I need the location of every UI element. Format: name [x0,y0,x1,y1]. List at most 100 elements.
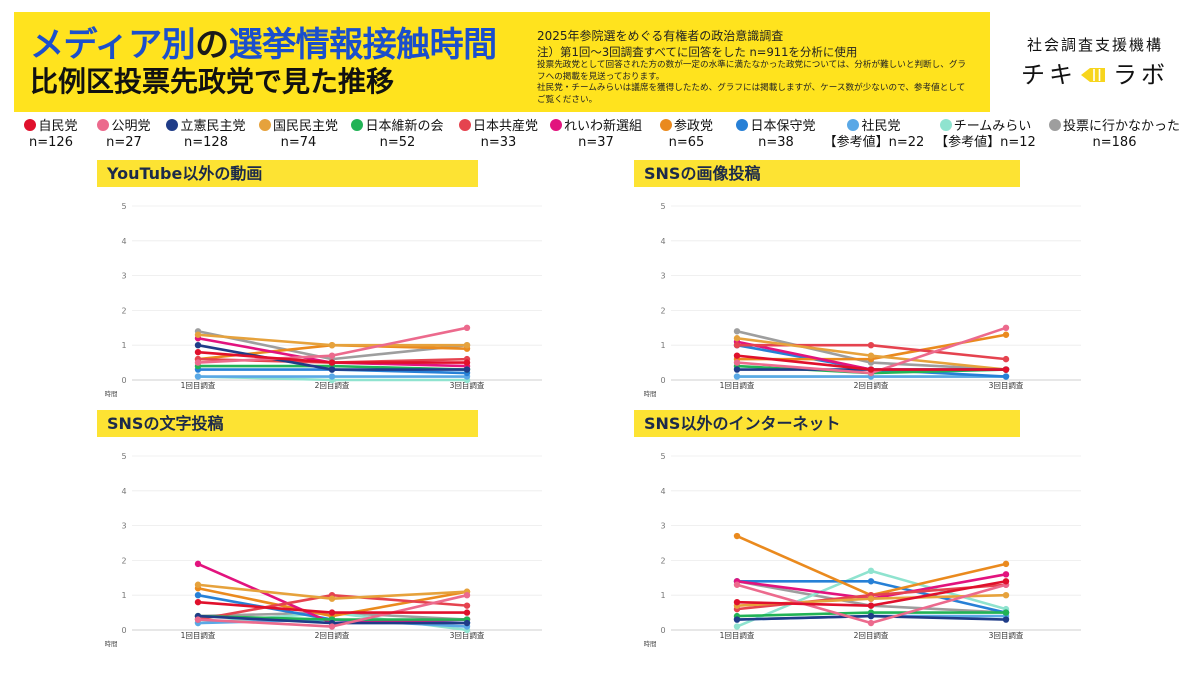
y-tick-label: 4 [121,487,126,496]
page-title-part-particle: の [195,25,229,65]
legend-count: n=128 [184,135,228,150]
series-sdp [194,373,471,380]
legend-count: n=126 [29,135,73,150]
data-point-team-mirai [867,567,875,575]
y-unit-label: 時間 [644,640,657,648]
series-komeito [194,324,471,366]
page-subtitle: 比例区投票先政党で見た推移 [30,65,395,98]
legend-item-cdp: 立憲民主党 n=128 [162,119,250,151]
party-legend: 自民党 n=126 公明党 n=27 立憲民主党 n=128 国民民主党 n=7… [16,119,1184,151]
legend-count: n=33 [480,135,517,150]
data-point-ldp [1002,366,1010,373]
y-tick-label: 3 [660,522,665,531]
data-point-dpfp [194,331,202,338]
x-tick-label: 2回目調査 [854,630,889,640]
x-tick-label: 2回目調査 [315,380,350,390]
data-point-jcp [1002,355,1010,363]
data-point-komeito [733,359,741,366]
legend-label: 国民民主党 [272,119,338,134]
data-point-komeito [733,581,741,588]
legend-item-sdp: 社民党 【参考値】n=22 [822,119,926,151]
header-banner: メディア別の選挙情報接触時間 比例区投票先政党で見た推移 2025年参院選をめぐ… [14,12,990,112]
series-cdp [194,342,471,373]
data-point-komeito [463,592,471,599]
data-point-jcp [867,342,875,349]
legend-item-reiwa: れいわ新選組 n=37 [549,119,643,151]
data-point-ishin [1002,609,1010,616]
data-point-sanseito [1002,560,1010,568]
legend-dot [1048,119,1061,131]
page-title: メディア別の選挙情報接触時間 [30,26,497,64]
data-point-sanseito [733,532,741,540]
data-point-ldp [194,598,202,606]
data-point-ldp [194,348,202,356]
y-tick-label: 5 [660,452,665,461]
series-ldp [194,598,471,616]
organization-name: 社会調査支援機構 [1026,36,1163,54]
legend-item-hoshuto: 日本保守党 n=38 [730,119,822,151]
legend-dot [97,119,110,131]
legend-dot [458,119,471,131]
data-point-reiwa [194,560,202,568]
data-point-jcp [463,602,471,609]
y-tick-label: 4 [660,237,665,246]
legend-label: 参政党 [673,119,713,134]
legend-label: 自民党 [38,119,78,134]
data-point-komeito [328,623,336,630]
legend-dot [24,119,37,131]
chart-title-sns-text: SNSの文字投稿 [97,410,478,437]
data-point-komeito [1002,324,1010,331]
y-tick-label: 0 [660,376,665,385]
y-unit-label: 時間 [105,640,118,648]
legend-label: 日本共産党 [472,119,538,134]
x-tick-label: 3回目調査 [989,380,1024,390]
legend-label: 日本維新の会 [365,119,444,134]
legend-item-ishin: 日本維新の会 n=52 [347,119,448,151]
reference-value-note: 社民党・チームみらいは議席を獲得したため、グラフには掲載しますが、ケース数が少な… [537,83,966,105]
data-point-ldp [463,359,471,366]
y-tick-label: 2 [660,306,665,315]
data-point-hoshuto [1002,373,1010,380]
legend-label: 投票に行かなかった [1062,119,1180,134]
chart-title-video: YouTube以外の動画 [97,160,478,187]
logo-text-right: ラボ [1113,61,1169,89]
data-point-komeito [194,616,202,623]
y-tick-label: 4 [660,487,665,496]
y-tick-label: 1 [121,591,126,600]
legend-label: 立憲民主党 [180,119,246,134]
chart-title-other-internet: SNS以外のインターネット [634,410,1020,437]
legend-count: n=65 [668,135,705,150]
y-tick-label: 0 [121,626,126,635]
legend-dot [659,119,672,131]
data-point-cdp [733,366,741,373]
data-point-ldp [733,598,741,606]
series-dpfp [194,331,471,349]
data-point-jcp [733,342,741,349]
data-point-cdp [328,366,336,373]
legend-dot [549,119,562,131]
legend-label: チームみらい [953,119,1032,134]
data-point-ldp [463,609,471,616]
y-tick-label: 2 [660,556,665,565]
series-ldp [733,578,1010,609]
legend-dot [166,119,179,131]
legend-label: 社民党 [861,119,901,134]
data-point-non-voters [733,328,741,335]
y-unit-label: 時間 [105,390,118,398]
data-point-hoshuto [194,592,202,599]
legend-item-team-mirai: チームみらい 【参考値】n=12 [926,119,1045,151]
y-tick-label: 0 [660,626,665,635]
legend-label: 公明党 [111,119,151,134]
legend-count: n=38 [758,135,794,150]
series-dpfp [194,581,471,602]
data-point-ldp [867,366,875,373]
legend-count: n=22 [888,135,925,150]
data-point-cdp [1002,616,1010,623]
x-tick-label: 1回目調査 [720,630,755,640]
series-komeito [194,592,471,630]
data-point-komeito [328,352,336,359]
y-tick-label: 5 [660,202,665,211]
data-point-dpfp [194,581,202,588]
data-point-dpfp [867,352,875,359]
